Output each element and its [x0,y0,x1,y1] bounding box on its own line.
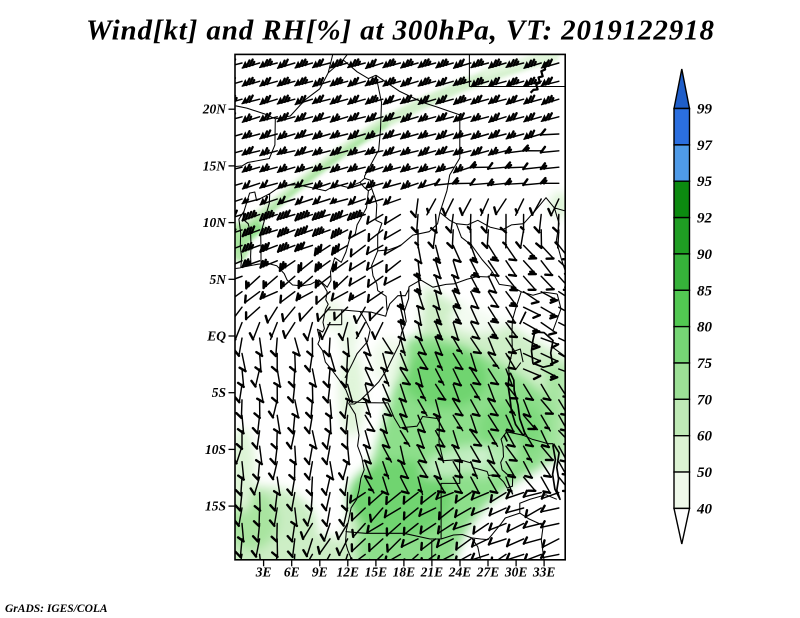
svg-text:15N: 15N [203,158,228,173]
svg-text:92: 92 [697,211,713,227]
svg-text:27E: 27E [476,565,500,580]
svg-text:9E: 9E [312,565,328,580]
svg-text:85: 85 [697,283,713,299]
svg-text:97: 97 [697,138,713,154]
svg-text:Wind[kt] and RH[%] at 300hPa,: Wind[kt] and RH[%] at 300hPa, VT: 201912… [86,15,715,47]
svg-text:99: 99 [697,102,713,118]
svg-text:80: 80 [697,320,713,336]
svg-text:33E: 33E [532,565,556,580]
svg-text:15E: 15E [365,565,388,580]
svg-text:15S: 15S [205,499,226,514]
svg-text:GrADS: IGES/COLA: GrADS: IGES/COLA [5,603,108,615]
svg-text:30E: 30E [504,565,528,580]
svg-text:10S: 10S [205,442,226,457]
svg-text:95: 95 [697,174,713,190]
svg-text:EQ: EQ [206,329,226,344]
svg-text:20N: 20N [202,102,228,117]
svg-text:50: 50 [697,465,713,481]
svg-text:90: 90 [697,247,713,263]
svg-text:10N: 10N [203,215,228,230]
svg-text:12E: 12E [337,565,360,580]
svg-text:40: 40 [696,501,713,517]
svg-text:60: 60 [697,429,713,445]
svg-text:70: 70 [697,392,713,408]
svg-text:21E: 21E [420,565,444,580]
svg-text:5S: 5S [212,385,226,400]
svg-text:6E: 6E [284,565,300,580]
svg-text:3E: 3E [255,565,272,580]
svg-text:24E: 24E [448,565,472,580]
svg-text:18E: 18E [393,565,416,580]
svg-text:5N: 5N [210,272,228,287]
svg-text:75: 75 [697,356,713,372]
